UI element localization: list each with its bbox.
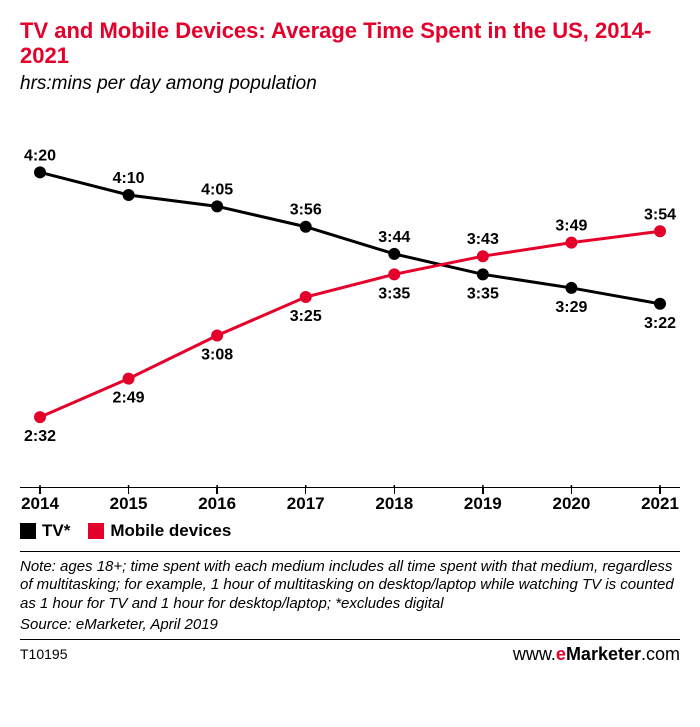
svg-text:3:44: 3:44 [378,229,410,246]
chart-area: 4:20 4:10 4:05 3:56 3:44 3:35 3:29 3:22 2:32 2:49… [20,107,680,487]
svg-text:4:05: 4:05 [201,181,233,198]
svg-text:4:20: 4:20 [24,147,56,164]
legend-swatch [20,523,36,539]
svg-text:3:35: 3:35 [378,285,410,302]
x-tick-label: 2020 [553,494,591,514]
line-chart-svg: 4:20 4:10 4:05 3:56 3:44 3:35 3:29 3:22 2:32 2:49… [20,107,680,487]
legend-label: Mobile devices [110,521,231,541]
x-tick [394,487,396,494]
x-tick [216,487,218,494]
brand: www.eMarketer.com [513,644,680,665]
legend-item: TV* [20,521,70,541]
brand-www: www. [513,644,556,664]
svg-text:3:08: 3:08 [201,346,233,363]
note-text: Note: ages 18+; time spent with each med… [20,552,680,614]
source-text: Source: eMarketer, April 2019 [20,614,680,640]
svg-text:3:22: 3:22 [644,314,676,331]
svg-text:2:49: 2:49 [113,389,145,406]
svg-text:3:49: 3:49 [555,217,587,234]
legend-swatch [88,523,104,539]
svg-text:3:43: 3:43 [467,231,499,248]
legend-item: Mobile devices [88,521,231,541]
x-tick-label: 2019 [464,494,502,514]
brand-com: .com [641,644,680,664]
footer-id: T10195 [20,646,67,662]
brand-marketer: Marketer [566,644,641,664]
svg-text:4:10: 4:10 [113,170,145,187]
svg-text:3:54: 3:54 [644,206,676,223]
x-tick-label: 2018 [375,494,413,514]
x-tick [128,487,130,494]
x-axis-labels: 2014 2015 2016 2017 2018 2019 2020 2021 [20,487,680,515]
x-tick [571,487,573,494]
footer: T10195 www.eMarketer.com [20,640,680,665]
x-tick-label: 2014 [21,494,59,514]
legend-label: TV* [42,521,70,541]
svg-text:3:25: 3:25 [290,308,322,325]
chart-subtitle: hrs:mins per day among population [20,73,680,95]
x-tick-label: 2016 [198,494,236,514]
x-tick [659,487,661,494]
x-tick [482,487,484,494]
svg-text:3:56: 3:56 [290,201,322,218]
x-tick-label: 2015 [110,494,148,514]
x-tick [305,487,307,494]
x-tick-label: 2017 [287,494,325,514]
legend: TV* Mobile devices [20,515,680,552]
x-tick [39,487,41,494]
svg-text:2:32: 2:32 [24,428,56,445]
chart-title: TV and Mobile Devices: Average Time Spen… [20,18,680,69]
brand-e: e [556,644,566,664]
x-tick-label: 2021 [641,494,679,514]
svg-text:3:35: 3:35 [467,285,499,302]
svg-text:3:29: 3:29 [555,299,587,316]
